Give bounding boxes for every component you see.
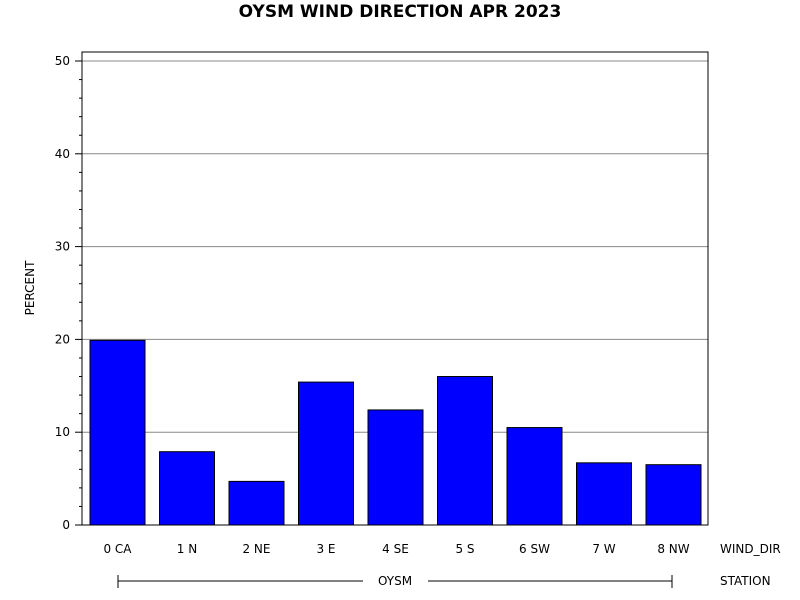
x-tick-label: 0 CA	[103, 542, 132, 556]
x-axis-label: WIND_DIR	[720, 542, 781, 556]
bar-3-e	[298, 381, 354, 526]
x-tick-label: 1 N	[177, 542, 197, 556]
bar-8-nw	[645, 464, 702, 526]
x-tick-label: 3 E	[316, 542, 335, 556]
x-tick-label: 7 W	[592, 542, 615, 556]
bar-4-se	[367, 409, 424, 526]
bar-2-ne	[228, 480, 285, 526]
station-label: STATION	[720, 574, 771, 588]
bar-0-ca	[89, 339, 146, 526]
y-axis-label: PERCENT	[23, 260, 37, 315]
station-group-axis: OYSM STATION	[117, 574, 771, 588]
y-tick-label: 40	[55, 147, 70, 161]
y-tick-label: 20	[55, 332, 70, 346]
gridlines	[82, 60, 708, 433]
bars	[89, 339, 702, 526]
y-tick-label: 50	[55, 54, 70, 68]
x-axis: 0 CA 1 N 2 NE 3 E 4 SE 5 S 6 SW 7 W 8 NW	[103, 542, 689, 556]
bar-5-s	[437, 376, 493, 526]
plot-frame	[81, 51, 709, 526]
x-tick-label: 4 SE	[382, 542, 409, 556]
y-axis: 0 10 20 30 40 50	[55, 54, 82, 532]
x-tick-label: 8 NW	[657, 542, 689, 556]
x-tick-label: 5 S	[455, 542, 474, 556]
x-tick-label: 6 SW	[519, 542, 550, 556]
bar-6-sw	[506, 427, 563, 526]
station-value: OYSM	[378, 574, 412, 588]
y-tick-label: 0	[62, 518, 70, 532]
y-tick-label: 10	[55, 425, 70, 439]
x-tick-label: 2 NE	[242, 542, 270, 556]
bar-7-w	[576, 462, 632, 526]
chart-title: OYSM WIND DIRECTION APR 2023	[239, 2, 562, 22]
bar-1-n	[159, 451, 215, 526]
y-tick-label: 30	[55, 240, 70, 254]
